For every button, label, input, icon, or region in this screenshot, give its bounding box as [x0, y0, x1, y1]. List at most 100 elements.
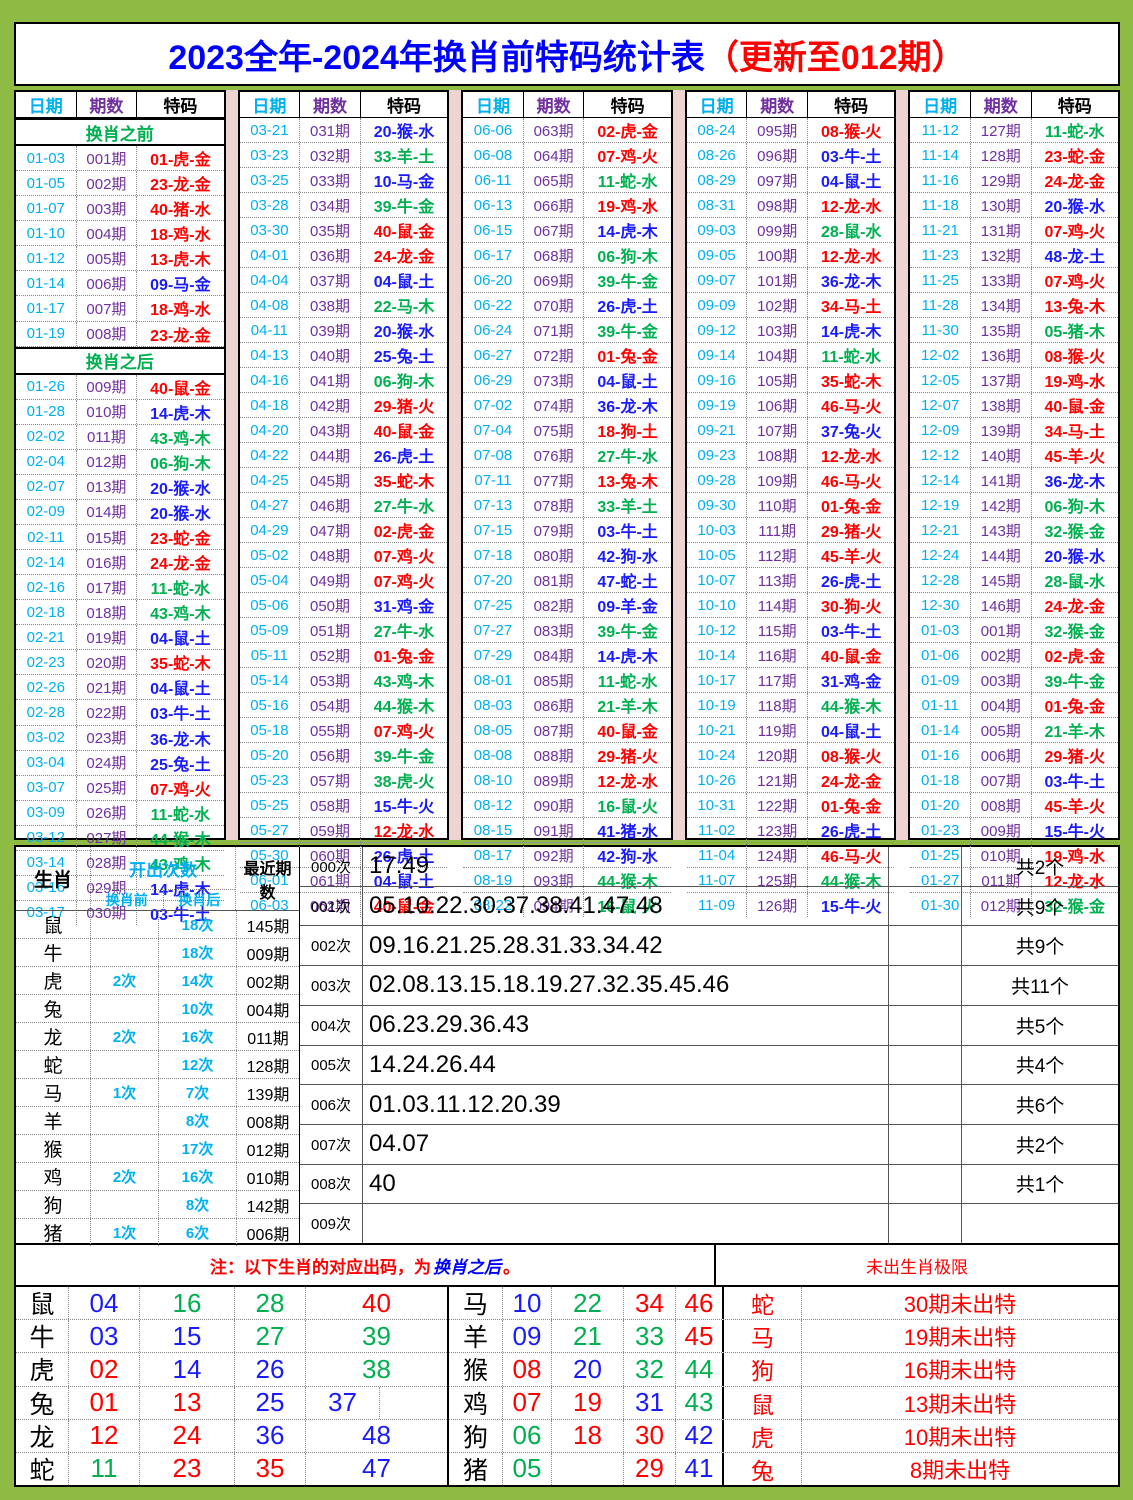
number-cell: 11 — [69, 1452, 140, 1486]
date-cell: 10-31 — [687, 793, 748, 817]
period-cell: 092期 — [524, 843, 585, 867]
date-cell: 10-12 — [687, 618, 748, 642]
table-row: 01-28 010期 14-虎-木 — [16, 399, 224, 425]
code-header: 特码 — [386, 97, 421, 116]
table-row: 04-04 037期 04-鼠-土 — [239, 268, 448, 293]
table-row: 11-23 132期 48-龙-土 — [910, 243, 1118, 268]
after-count-cell: 18次 — [159, 939, 237, 966]
date-cell: 01-07 — [16, 196, 77, 221]
period-cell: 065期 — [524, 168, 585, 192]
limit-header: 未出生肖极限 — [714, 1245, 1118, 1285]
date-cell: 09-12 — [687, 318, 748, 342]
period-cell: 044期 — [300, 443, 361, 467]
table-row: 03-12 027期 44-猴-木 — [16, 825, 224, 851]
numbers-list-cell: 09.16.21.25.28.31.33.34.42 — [369, 931, 663, 959]
period-cell: 066期 — [524, 193, 585, 217]
date-cell: 02-21 — [16, 625, 77, 650]
period-cell: 008期 — [77, 321, 138, 346]
period-cell: 067期 — [524, 218, 585, 242]
frequency-row: 002次 09.16.21.25.28.31.33.34.42 共9个 — [300, 926, 1118, 967]
date-cell: 07-11 — [463, 468, 524, 492]
date-cell: 03-28 — [240, 193, 301, 217]
date-cell: 06-13 — [463, 193, 524, 217]
date-cell: 08-19 — [463, 868, 524, 892]
table-row: 06-17 068期 06-狗-木 — [463, 243, 671, 268]
date-cell: 01-27 — [910, 868, 971, 892]
period-cell: 043期 — [300, 418, 361, 442]
special-code-cell: 03-牛-土 — [597, 524, 658, 541]
bottom-left-row: 兔 01 13 25 37 — [16, 1386, 447, 1420]
number-cell: 42 — [676, 1419, 724, 1452]
special-code-cell: 11-蛇-水 — [597, 674, 658, 691]
bottom-right-row: 猴 08 20 32 44 狗 16期未出特 — [449, 1353, 1118, 1387]
period-cell: 089期 — [524, 768, 585, 792]
special-code-cell: 37-兔-火 — [820, 424, 882, 441]
number-cell: 25 — [235, 1386, 306, 1419]
special-code-cell: 32-猴-金 — [1044, 524, 1105, 541]
special-code-cell: 35-蛇-木 — [150, 656, 211, 674]
numbers-list-cell: 17.49 — [369, 852, 430, 880]
special-code-cell: 01-虎-金 — [150, 152, 211, 170]
period-cell: 027期 — [77, 825, 138, 850]
period-cell: 146期 — [971, 593, 1032, 617]
date-cell: 02-23 — [16, 650, 77, 675]
recent-period-cell: 010期 — [246, 1170, 290, 1188]
period-cell: 070期 — [524, 293, 585, 317]
limit-text-cell: 13期未出特 — [903, 1391, 1017, 1417]
special-code-cell: 14-虎-木 — [820, 324, 882, 341]
before-count-cell: 2次 — [91, 1163, 159, 1190]
period-cell: 075期 — [524, 418, 585, 442]
table-row: 11-18 130期 20-猴-水 — [910, 193, 1118, 218]
period-cell: 098期 — [747, 193, 808, 217]
number-cell: 48 — [362, 1420, 391, 1451]
period-cell: 005期 — [77, 246, 138, 271]
period-cell: 145期 — [971, 568, 1032, 592]
period-cell: 006期 — [77, 271, 138, 296]
period-cell: 095期 — [747, 118, 808, 142]
note-text: 注：以下生肖的对应出码，为 换肖之后 。 — [16, 1245, 714, 1285]
recent-period-cell: 128期 — [246, 1058, 290, 1076]
zodiac-cell: 猴 — [16, 1135, 91, 1162]
before-count-cell: 1次 — [91, 1079, 159, 1106]
count-label-cell: 002次 — [300, 926, 363, 966]
special-code-cell: 43-鸡-木 — [150, 606, 211, 624]
table-row: 02-26 021期 04-鼠-土 — [16, 675, 224, 701]
date-cell: 04-04 — [240, 268, 301, 292]
zodiac-cell: 兔 — [16, 1386, 69, 1419]
special-code-cell: 03-牛-土 — [1044, 774, 1105, 791]
special-code-cell: 06-狗-木 — [150, 455, 211, 473]
special-code-cell: 36-龙-木 — [820, 274, 882, 291]
count-label-cell: 007次 — [300, 1124, 363, 1164]
table-row: 11-21 131期 07-鸡-火 — [910, 218, 1118, 243]
date-cell: 08-24 — [687, 118, 748, 142]
period-cell: 051期 — [300, 618, 361, 642]
period-cell: 108期 — [747, 443, 808, 467]
special-code-cell: 39-牛-金 — [373, 199, 435, 216]
number-cell: 01 — [69, 1386, 140, 1419]
section-header-row: 换肖之后 — [16, 346, 224, 375]
period-cell: 086期 — [524, 693, 585, 717]
main-column-group: 日期 期数 特码 03-21 031期 20-猴-水 03-23 032期 33-羊-土 03-2… — [237, 90, 450, 917]
table-row: 08-01 085期 11-蛇-水 — [463, 668, 671, 693]
date-cell: 03-14 — [16, 850, 77, 875]
period-cell: 002期 — [971, 643, 1032, 667]
period-cell: 035期 — [300, 218, 361, 242]
special-code-cell: 22-马-木 — [373, 299, 435, 316]
period-cell: 053期 — [300, 668, 361, 692]
numbers-list-cell: 06.23.29.36.43 — [369, 1011, 530, 1039]
period-cell: 015期 — [77, 525, 138, 550]
table-row: 06-11 065期 11-蛇-水 — [463, 168, 671, 193]
numbers-list-cell: 40 — [369, 1169, 396, 1197]
date-cell: 02-02 — [16, 424, 77, 449]
period-cell: 041期 — [300, 368, 361, 392]
before-header: 换肖前 — [91, 890, 164, 910]
table-row: 10-19 118期 44-猴-木 — [686, 693, 895, 718]
number-cell: 37 — [306, 1386, 380, 1419]
special-code-cell: 21-羊-木 — [597, 699, 658, 716]
before-count-cell — [91, 1135, 159, 1162]
period-cell: 064期 — [524, 143, 585, 167]
table-row: 01-30 012期 32-猴-金 — [910, 893, 1118, 917]
date-cell: 11-07 — [687, 868, 748, 892]
table-row: 08-10 089期 12-龙-水 — [463, 768, 671, 793]
